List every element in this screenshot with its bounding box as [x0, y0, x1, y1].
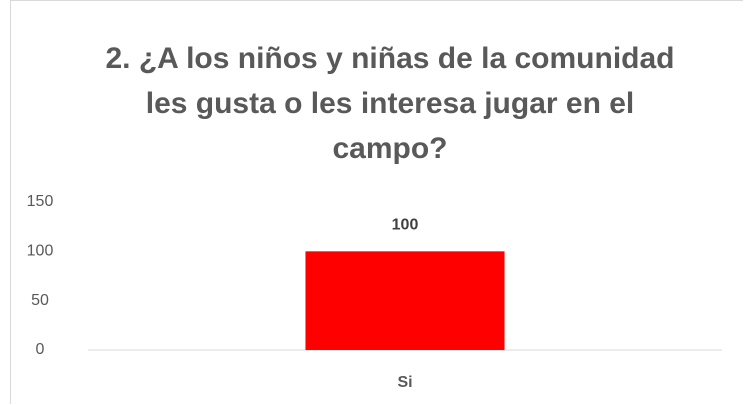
y-tick-label: 50 — [31, 292, 49, 309]
chart-frame — [10, 0, 743, 404]
x-tick-label: Si — [397, 374, 412, 391]
data-label: 100 — [392, 217, 419, 234]
y-tick-label: 100 — [27, 243, 54, 260]
y-tick-label: 150 — [27, 193, 54, 210]
y-tick-label: 0 — [36, 341, 45, 358]
chart-title: 2. ¿A los niños y niñas de la comunidad … — [105, 42, 675, 165]
bar — [305, 251, 505, 350]
